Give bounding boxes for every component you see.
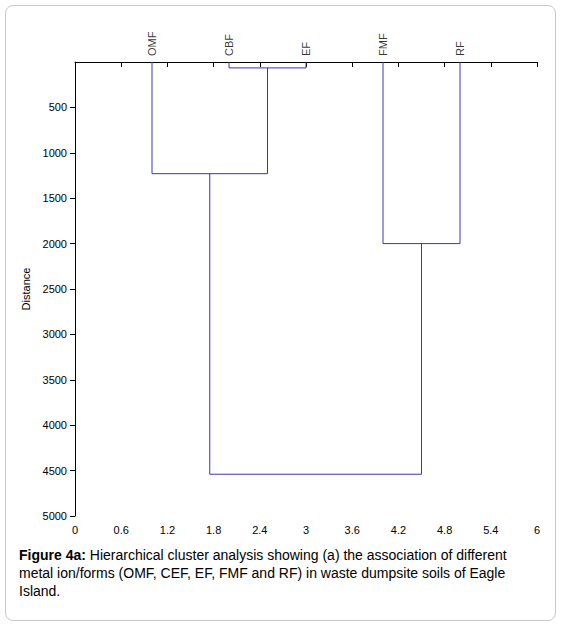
svg-text:FMF: FMF <box>377 33 389 56</box>
svg-text:6: 6 <box>534 524 540 536</box>
svg-text:3: 3 <box>303 524 309 536</box>
svg-text:5.4: 5.4 <box>483 524 498 536</box>
svg-text:3000: 3000 <box>43 328 67 340</box>
svg-text:Distance: Distance <box>20 268 32 311</box>
svg-text:EF: EF <box>300 42 312 56</box>
svg-text:4.8: 4.8 <box>437 524 452 536</box>
svg-text:0.6: 0.6 <box>114 524 129 536</box>
svg-text:1.2: 1.2 <box>160 524 175 536</box>
svg-text:0: 0 <box>72 524 78 536</box>
html-text:Figure 4a: Hierarchical cluste: Figure 4a: Hierarchical cluster analysis… <box>19 547 507 599</box>
svg-text:CBF: CBF <box>223 34 235 56</box>
svg-text:4500: 4500 <box>43 465 67 477</box>
svg-text:2000: 2000 <box>43 238 67 250</box>
svg-text:5000: 5000 <box>43 510 67 522</box>
svg-text:4000: 4000 <box>43 419 67 431</box>
svg-text:1500: 1500 <box>43 192 67 204</box>
svg-text:2500: 2500 <box>43 283 67 295</box>
svg-text:3500: 3500 <box>43 374 67 386</box>
svg-text:1.8: 1.8 <box>206 524 221 536</box>
svg-text:500: 500 <box>49 101 67 113</box>
svg-text:3.6: 3.6 <box>345 524 360 536</box>
svg-text:2.4: 2.4 <box>252 524 267 536</box>
svg-text:OMF: OMF <box>146 31 158 56</box>
svg-text:4.2: 4.2 <box>391 524 406 536</box>
svg-text:1000: 1000 <box>43 147 67 159</box>
svg-text:RF: RF <box>454 41 466 56</box>
